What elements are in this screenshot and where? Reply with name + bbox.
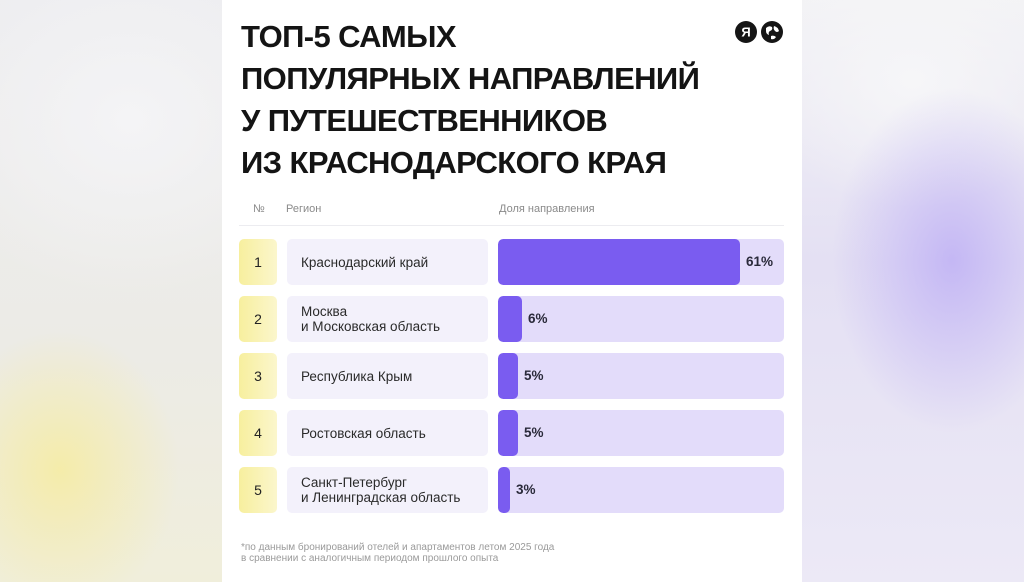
category-label: Краснодарский край <box>301 254 429 270</box>
category-label: Москва и Московская область <box>301 304 441 334</box>
bar <box>498 467 510 513</box>
title-line: ТОП-5 САМЫХ <box>241 19 457 54</box>
background-right <box>802 0 1024 582</box>
bar <box>498 296 522 342</box>
value-label: 5% <box>524 368 544 383</box>
rank-badge: 1 <box>239 239 277 285</box>
footnote: *по данным бронирований отелей и апартам… <box>241 542 555 564</box>
header-region: Регион <box>286 203 322 215</box>
category-label: Санкт-Петербург и Ленинградская область <box>301 475 461 505</box>
chart-title: ТОП-5 САМЫХ ПОПУЛЯРНЫХ НАПРАВЛЕНИЙ У ПУТЕШ… <box>241 16 721 184</box>
rank-badge: 3 <box>239 353 277 399</box>
title-line: ИЗ КРАСНОДАРСКОГО КРАЯ <box>241 145 667 180</box>
rank-badge: 4 <box>239 410 277 456</box>
region-label: Республика Крым <box>287 353 488 399</box>
bar-track: 6% <box>498 296 784 342</box>
value-label: 3% <box>516 482 536 497</box>
category-label: Ростовская область <box>301 425 426 441</box>
value-label: 61% <box>746 254 774 269</box>
bar-track: 5% <box>498 353 784 399</box>
bar-track: 5% <box>498 410 784 456</box>
logo-letter: Я <box>741 25 750 40</box>
header-divider <box>239 225 784 226</box>
region-label: Краснодарский край <box>287 239 488 285</box>
region-label: Ростовская область <box>287 410 488 456</box>
bar <box>498 353 518 399</box>
bar-track: 61% <box>498 239 784 285</box>
bar-track: 3% <box>498 467 784 513</box>
logo: Я <box>735 21 783 43</box>
region-label: Санкт-Петербург и Ленинградская область <box>287 467 488 513</box>
rank-badge: 2 <box>239 296 277 342</box>
value-label: 5% <box>524 425 544 440</box>
header-share: Доля направления <box>499 203 595 215</box>
infographic-card: ТОП-5 САМЫХ ПОПУЛЯРНЫХ НАПРАВЛЕНИЙ У ПУТЕШ… <box>222 0 802 582</box>
title-line: У ПУТЕШЕСТВЕННИКОВ <box>241 103 608 138</box>
rank-badge: 5 <box>239 467 277 513</box>
value-label: 6% <box>528 311 548 326</box>
category-label: Республика Крым <box>301 368 413 384</box>
globe-icon <box>761 21 783 43</box>
title-line: ПОПУЛЯРНЫХ НАПРАВЛЕНИЙ <box>241 61 700 96</box>
region-label: Москва и Московская область <box>287 296 488 342</box>
bar <box>498 410 518 456</box>
header-number: № <box>253 203 265 215</box>
background-left <box>0 0 222 582</box>
bar <box>498 239 740 285</box>
